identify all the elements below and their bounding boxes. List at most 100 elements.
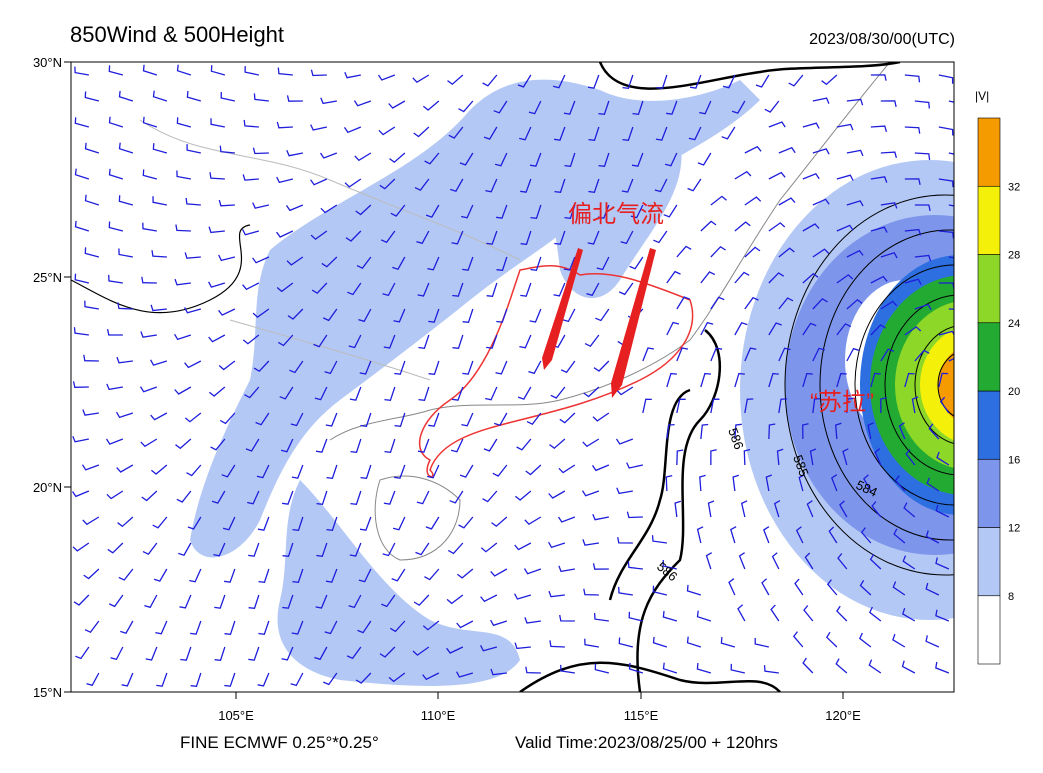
barb [936, 451, 950, 466]
contour [71, 224, 251, 314]
barb [355, 672, 372, 684]
barb [450, 178, 464, 192]
barb [108, 274, 123, 284]
barb [175, 224, 191, 232]
barb [354, 152, 372, 162]
barb [82, 516, 100, 526]
barb [413, 594, 430, 607]
guangdong-border [419, 264, 694, 478]
barb [256, 464, 270, 479]
barb [346, 646, 362, 660]
flow-arrows [542, 248, 656, 398]
barb [392, 256, 406, 270]
barb [314, 386, 328, 401]
barb [176, 170, 191, 180]
barb [142, 542, 158, 556]
barb [778, 297, 794, 310]
contour [608, 388, 691, 601]
barb [319, 152, 338, 159]
barb [836, 274, 854, 284]
barb [911, 396, 919, 414]
barb [390, 204, 406, 217]
barb [118, 568, 134, 581]
colorbar-segment [977, 527, 1001, 597]
barb [663, 204, 678, 218]
barb [696, 526, 704, 544]
barb [700, 372, 711, 388]
barb [519, 334, 532, 349]
barb [615, 438, 634, 445]
barb [517, 74, 532, 88]
barb [554, 126, 566, 141]
barb [519, 126, 532, 141]
barb [384, 438, 396, 454]
barb [394, 464, 406, 479]
barb [252, 308, 270, 319]
barb [248, 594, 260, 609]
barb [428, 360, 440, 375]
barb [218, 360, 236, 371]
contour [519, 661, 781, 692]
barb [548, 590, 565, 598]
lon-label: 120°E [825, 708, 861, 723]
barb [948, 357, 954, 362]
shade-region [549, 112, 682, 299]
barb [904, 178, 921, 185]
barb [562, 308, 576, 323]
barb [418, 386, 430, 402]
barb [846, 200, 864, 207]
barb [174, 278, 191, 286]
barb [514, 593, 532, 600]
barb [582, 438, 600, 448]
barb [494, 412, 508, 426]
barb [384, 386, 396, 402]
barb [846, 98, 864, 106]
barb [208, 386, 226, 397]
barb [870, 74, 887, 81]
barb [794, 578, 804, 596]
barb [821, 74, 838, 86]
barb [359, 516, 372, 531]
barb [176, 490, 192, 503]
barb [948, 308, 954, 310]
barb [914, 152, 931, 160]
barb [224, 672, 236, 687]
barb [744, 246, 761, 258]
barb [447, 542, 464, 555]
barb [898, 422, 906, 440]
barb [326, 464, 338, 480]
barb [617, 536, 633, 544]
barb [343, 126, 362, 134]
barb [761, 578, 770, 596]
barb [360, 412, 372, 428]
barb [349, 386, 362, 401]
barb [353, 100, 372, 107]
barb [764, 100, 780, 113]
barb [378, 126, 396, 136]
barb [394, 412, 406, 428]
barb [84, 142, 100, 154]
barb [778, 398, 788, 414]
barb [662, 559, 677, 570]
barb [664, 152, 678, 167]
barb [483, 438, 498, 452]
contour [819, 229, 954, 541]
barb [770, 604, 780, 622]
barb [598, 152, 610, 168]
colorbar-label: 8 [1008, 591, 1014, 603]
barb [948, 100, 954, 103]
barb [776, 448, 784, 466]
barb [459, 152, 474, 166]
barb [219, 145, 235, 154]
barb [208, 281, 226, 288]
barb [73, 594, 90, 606]
barb [315, 438, 328, 453]
colorbar-segment [977, 595, 1001, 665]
barb [73, 327, 89, 336]
barb [592, 513, 609, 521]
barb [835, 658, 848, 674]
barb [846, 249, 864, 258]
barb [863, 474, 872, 492]
barb [763, 526, 770, 544]
barb [925, 530, 940, 544]
